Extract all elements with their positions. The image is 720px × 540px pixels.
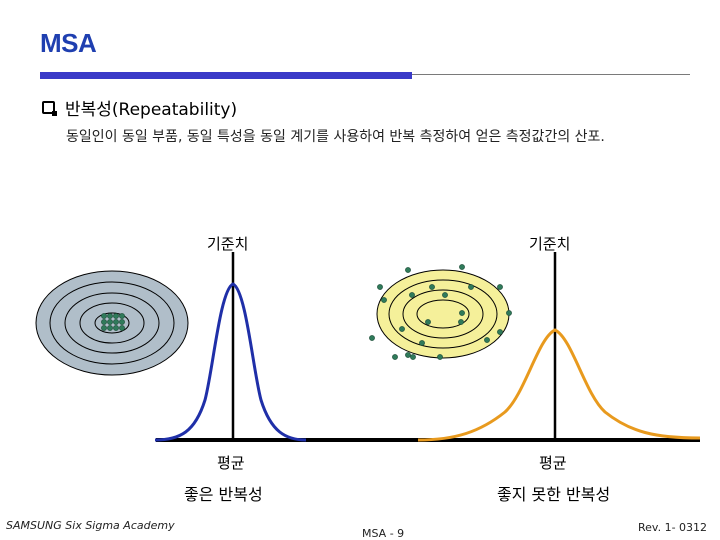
right-measurement-dot (459, 310, 465, 316)
left-distribution-curve (154, 282, 307, 442)
left-measurement-dot (101, 319, 107, 325)
right-distribution-curve (417, 328, 701, 442)
left-measurement-dot (119, 325, 125, 331)
left-mean-label: 평균 (217, 454, 245, 472)
left-measurement-dot (107, 319, 113, 325)
right-measurement-dot (410, 354, 416, 360)
section-heading-text: 반복성(Repeatability) (65, 100, 238, 120)
left-measurement-dot (113, 325, 119, 331)
right-measurement-dot (399, 326, 405, 332)
left-target-ring-3 (64, 292, 160, 354)
right-target (369, 264, 512, 360)
left-caption: 좋은 반복성 (184, 485, 263, 504)
checkbox-bullet-icon (42, 101, 57, 116)
right-measurement-dot (419, 340, 425, 346)
right-measurement-dot (442, 292, 448, 298)
right-target-ring-4 (416, 299, 470, 329)
left-measurement-dot (107, 313, 113, 319)
footer-academy: SAMSUNG Six Sigma Academy (6, 519, 175, 532)
left-measurement-dot (101, 313, 107, 319)
page-title: MSA (40, 28, 97, 58)
right-measurement-dot (405, 267, 411, 273)
right-measurement-dot (369, 335, 375, 341)
left-measurement-dot (119, 313, 125, 319)
section-heading: 반복성(Repeatability) (42, 95, 237, 120)
left-target (35, 270, 189, 376)
footer-page-number: MSA - 9 (362, 527, 405, 540)
left-reference-label: 기준치 (207, 235, 249, 253)
right-measurement-dot (425, 319, 431, 325)
right-measurement-dot (497, 284, 503, 290)
right-reference-label: 기준치 (529, 235, 571, 253)
right-measurement-dot (409, 292, 415, 298)
right-measurement-dot (437, 354, 443, 360)
right-measurement-dot (377, 284, 383, 290)
right-target-ring-3 (402, 289, 484, 339)
right-measurement-dot (484, 337, 490, 343)
right-measurement-dot (497, 329, 503, 335)
left-target-ring-2 (49, 281, 175, 365)
footer-revision: Rev. 1- 0312 (638, 521, 708, 534)
right-measurement-scatter (369, 264, 512, 360)
left-measurement-dot (113, 319, 119, 325)
left-measurement-dot (101, 325, 107, 331)
section-description: 동일인이 동일 부품, 동일 특성을 동일 계기를 사용하여 반복 측정하여 얻… (66, 129, 605, 145)
title-divider (412, 74, 690, 75)
left-measurement-dot (113, 313, 119, 319)
right-measurement-dot (468, 284, 474, 290)
left-target-ring-4 (79, 302, 145, 344)
right-measurement-dot (381, 297, 387, 303)
title-underline (40, 72, 412, 79)
right-caption: 좋지 못한 반복성 (497, 485, 611, 504)
right-measurement-dot (458, 319, 464, 325)
right-measurement-dot (429, 284, 435, 290)
right-measurement-dot (506, 310, 512, 316)
left-measurement-dot (119, 319, 125, 325)
right-measurement-dot (405, 352, 411, 358)
left-measurement-cluster (101, 313, 125, 331)
left-measurement-dot (107, 325, 113, 331)
right-measurement-dot (392, 354, 398, 360)
left-target-ring-5 (94, 312, 130, 334)
right-target-outer (376, 269, 510, 359)
right-mean-label: 평균 (539, 454, 567, 472)
right-measurement-dot (459, 264, 465, 270)
right-target-ring-2 (388, 279, 498, 349)
